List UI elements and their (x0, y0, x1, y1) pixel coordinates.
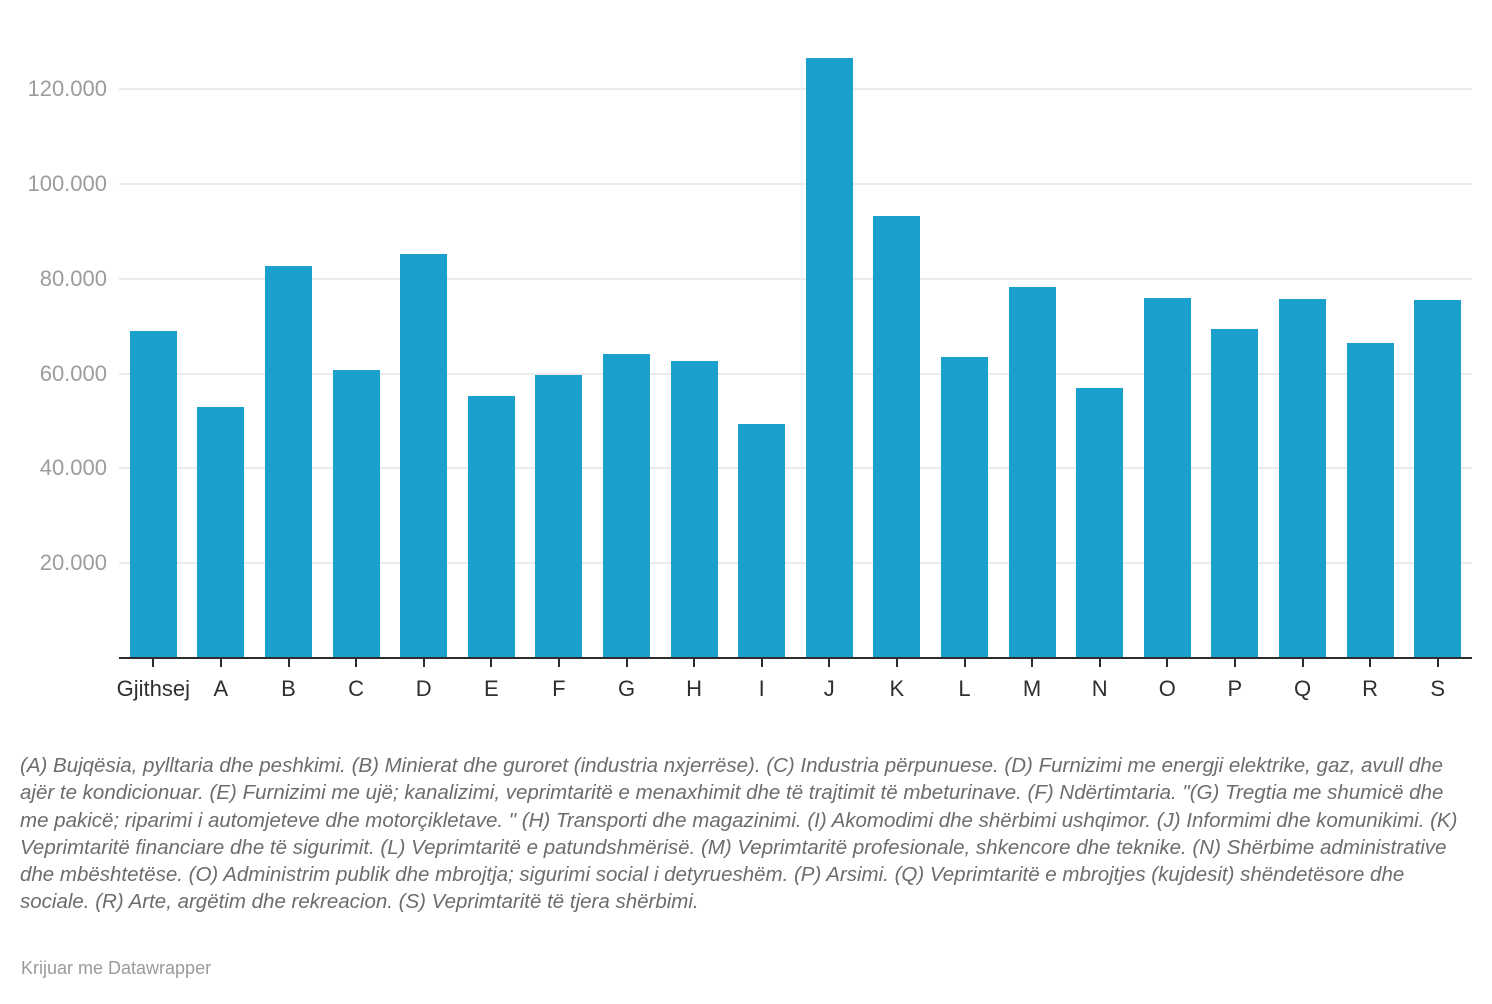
y-axis-tick-label: 60.000 (39, 360, 107, 386)
y-axis-tick-label: 20.000 (39, 550, 107, 576)
x-axis-category-label: G (617, 676, 636, 701)
x-axis-tick (1301, 659, 1304, 667)
x-axis-tick (287, 659, 290, 667)
x-axis-tick (152, 659, 155, 667)
x-axis-category-label: N (1091, 676, 1108, 701)
x-axis-tick (1166, 659, 1169, 667)
x-axis-category-label: R (1362, 676, 1379, 701)
bar-e[interactable] (467, 395, 515, 658)
x-axis-category-label: K (889, 676, 905, 701)
x-axis-category-label: P (1227, 676, 1243, 701)
x-axis-tick (963, 659, 966, 667)
x-axis-tick (490, 659, 493, 667)
x-axis-tick (1369, 659, 1372, 667)
bar-r[interactable] (1346, 343, 1394, 658)
x-axis-line (119, 656, 1472, 659)
x-axis-tick (355, 659, 358, 667)
bar-q[interactable] (1279, 299, 1326, 658)
chart-footnote: (A) Bujqësia, pylltaria dhe peshkimi. (B… (20, 754, 1458, 914)
bar-p[interactable] (1211, 329, 1259, 658)
bar-l[interactable] (941, 356, 988, 658)
bar-c[interactable] (332, 369, 380, 658)
x-axis-category-label: Gjithsej (116, 676, 190, 701)
y-gridline (119, 277, 1472, 280)
x-axis-category-label: F (552, 676, 566, 701)
x-axis-tick (693, 659, 696, 667)
bar-gjithsej[interactable] (129, 330, 177, 658)
x-axis-category-label: O (1158, 676, 1176, 701)
x-axis-category-label: C (348, 676, 365, 701)
x-axis-tick (219, 659, 222, 667)
x-axis-tick (422, 659, 425, 667)
bar-f[interactable] (535, 375, 583, 658)
x-axis-tick (1436, 659, 1439, 667)
x-axis-category-label: J (823, 676, 835, 701)
bar-i[interactable] (738, 423, 786, 658)
bar-b[interactable] (265, 266, 312, 658)
bar-s[interactable] (1414, 299, 1462, 658)
x-axis-tick (1233, 659, 1236, 667)
x-axis-tick (1031, 659, 1034, 667)
bar-g[interactable] (603, 353, 650, 658)
x-axis-category-label: E (483, 676, 499, 701)
y-gridline (119, 372, 1472, 375)
x-axis-category-label: A (213, 676, 229, 701)
y-axis-tick-label: 120.000 (27, 76, 107, 102)
y-axis-tick-label: 40.000 (39, 455, 107, 481)
bar-m[interactable] (1008, 286, 1056, 658)
x-axis-category-label: H (686, 676, 703, 701)
y-gridline (119, 562, 1472, 565)
x-axis-tick (625, 659, 628, 667)
x-axis-category-label: Q (1293, 676, 1312, 701)
x-axis-category-label: L (958, 676, 971, 701)
bar-a[interactable] (197, 406, 245, 658)
x-axis-tick (1098, 659, 1101, 667)
bar-o[interactable] (1143, 297, 1191, 658)
x-axis-category-label: D (415, 676, 432, 701)
x-axis-category-label: S (1430, 676, 1446, 701)
x-axis-tick (895, 659, 898, 667)
bar-n[interactable] (1076, 387, 1124, 658)
bar-j[interactable] (805, 58, 853, 658)
y-gridline (119, 88, 1472, 91)
bar-d[interactable] (400, 253, 448, 658)
datawrapper-attribution-link[interactable]: Krijuar me Datawrapper (21, 958, 212, 978)
bar-h[interactable] (670, 361, 718, 658)
y-gridline (119, 467, 1472, 470)
bar-k[interactable] (873, 215, 921, 658)
x-axis-category-label: M (1022, 676, 1042, 701)
x-axis-category-label: B (281, 676, 296, 701)
y-gridline (119, 183, 1472, 186)
y-axis-tick-label: 80.000 (39, 265, 107, 291)
y-axis-tick-label: 100.000 (27, 171, 107, 197)
x-axis-tick (760, 659, 763, 667)
x-axis-category-label: I (758, 676, 765, 701)
x-axis-tick (828, 659, 831, 667)
x-axis-tick (557, 659, 560, 667)
